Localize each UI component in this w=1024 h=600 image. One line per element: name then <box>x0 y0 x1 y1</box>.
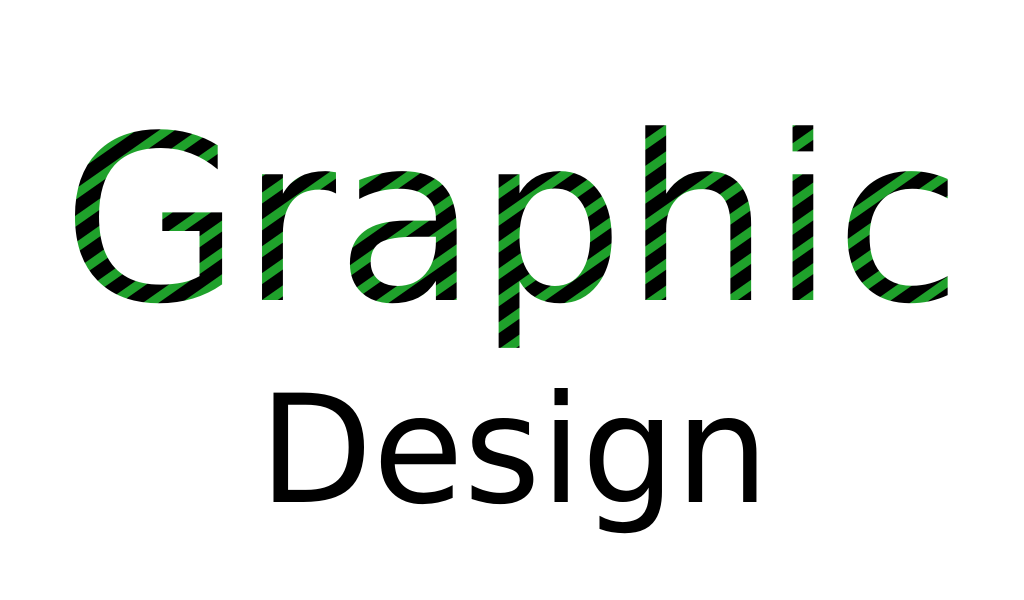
headline-graphic: Graphic <box>62 88 962 355</box>
headline-design: Design <box>259 364 769 538</box>
